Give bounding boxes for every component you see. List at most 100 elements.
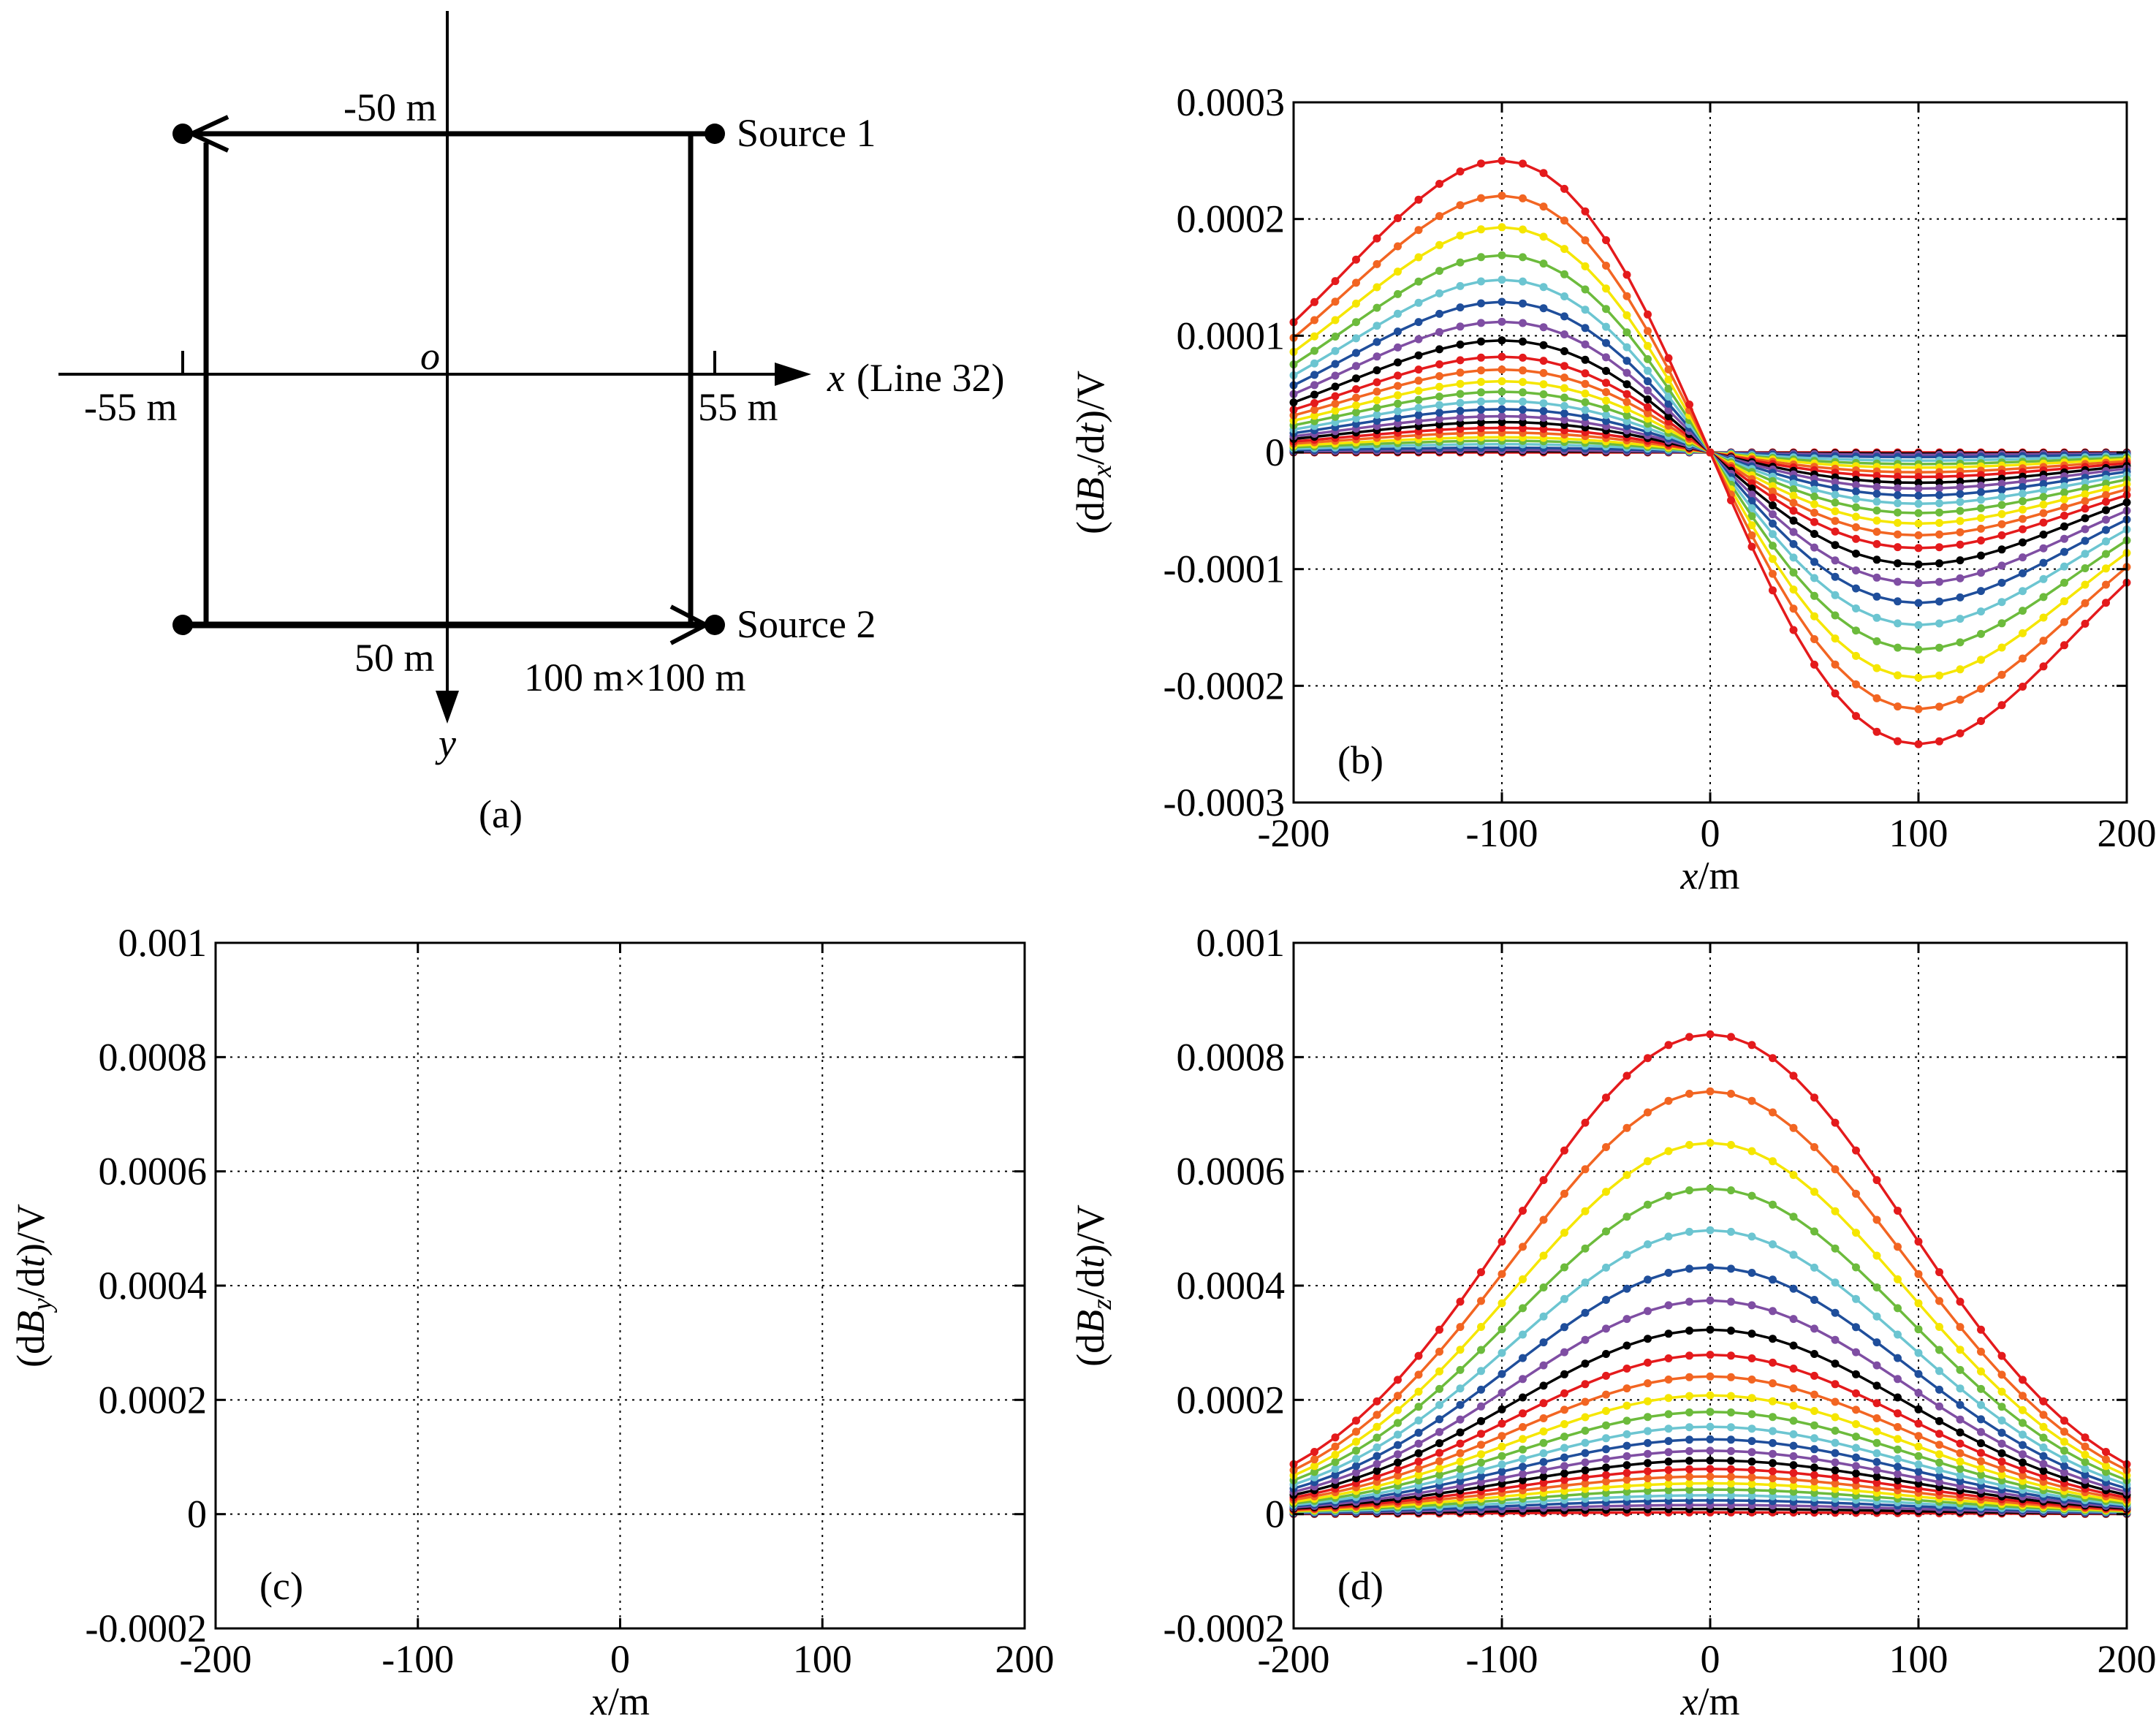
data-point [1872,477,1881,486]
data-point [1373,396,1381,405]
data-point [1831,591,1840,599]
data-point [1914,1348,1923,1357]
data-point [1477,1450,1485,1459]
data-point [2019,525,2027,534]
grid-d [1294,943,2127,1628]
data-point [1622,1481,1631,1490]
data-point [1727,1446,1735,1455]
data-point [2060,1468,2068,1477]
data-point [1977,1367,1985,1376]
data-point [1352,385,1360,393]
data-point [1747,1376,1756,1384]
data-point [2019,482,2027,491]
data-point [1560,402,1568,410]
data-point [1956,665,1965,674]
data-point [1373,1460,1381,1468]
schematic-x-axis-label: x [827,356,845,400]
data-point [1789,1452,1798,1460]
data-point [1477,319,1485,327]
data-point [1456,1415,1465,1424]
data-point [1914,740,1923,748]
data-point [1977,717,1985,725]
data-point [1810,591,1818,600]
data-point [1747,1424,1756,1433]
data-point [1602,1263,1610,1272]
data-point [1664,375,1673,384]
data-point [1685,1392,1693,1400]
data-point [1519,353,1527,362]
data-point [1581,1473,1590,1481]
data-point [1914,1370,1923,1378]
data-point [1769,1307,1777,1316]
data-point [1769,1240,1777,1248]
data-point [2081,536,2089,545]
data-point [1352,1416,1360,1425]
data-point [1310,1448,1318,1456]
data-point [1977,1464,1985,1473]
data-point [2081,525,2089,534]
data-point [2019,497,2027,506]
data-point [1581,1165,1590,1174]
data-point [1769,1459,1777,1468]
figure-label-a: (a) [479,792,523,836]
data-point [1560,1469,1568,1478]
data-point [1435,360,1443,368]
data-point [1956,1365,1965,1374]
data-point [2039,574,2048,583]
data-point [1810,1471,1818,1479]
data-point [1977,536,1985,545]
data-point [2019,607,2027,615]
data-point [1769,1108,1777,1117]
data-point [1977,1457,1985,1465]
data-point [1852,604,1860,612]
data-point [1539,406,1548,415]
data-point [1539,380,1548,389]
data-point [1769,493,1777,502]
data-point [1789,553,1798,562]
data-point [1956,1476,1965,1485]
data-point [1435,1384,1443,1393]
data-point [1373,234,1381,243]
data-point [1373,378,1381,387]
data-point [1373,259,1381,268]
data-point [1644,1157,1652,1166]
data-point [1477,378,1485,386]
schematic-left-label: -55 m [84,385,178,429]
data-point [1789,1284,1798,1293]
data-point [1894,472,1902,481]
data-point [1769,1200,1777,1209]
data-point [1935,1430,1943,1438]
data-point [1519,159,1527,168]
data-point [1394,399,1402,408]
data-point [1560,1263,1568,1272]
data-point [1498,352,1506,361]
data-point [1560,1389,1568,1397]
data-point [1872,497,1881,506]
data-point [1644,341,1652,350]
ticks-c: -200 -100 0 100 200 0.001 0.0008 0.0006 0.0004 0.… [86,921,1055,1681]
data-point [1977,496,1985,504]
data-point [2102,485,2110,493]
data-point [1539,390,1548,398]
data-point [1622,1430,1631,1438]
data-point [1622,1213,1631,1221]
data-point [1747,1437,1756,1446]
data-point [1789,1401,1798,1410]
data-point [1664,1465,1673,1474]
data-point [1310,390,1318,399]
y-tick-label: 0.0008 [1177,1035,1286,1079]
data-point [2060,618,2068,626]
data-point [1560,292,1568,300]
data-point [1644,354,1652,363]
data-point [1852,495,1860,503]
data-point [2081,1433,2089,1442]
data-point [1727,1479,1735,1488]
data-point [1602,284,1610,293]
data-point [1747,1269,1756,1277]
data-point [1394,391,1402,400]
data-point [2039,1452,2048,1460]
data-point [1519,1375,1527,1384]
data-point [1789,1441,1798,1450]
data-point [1456,1476,1465,1485]
data-point [1622,380,1631,389]
